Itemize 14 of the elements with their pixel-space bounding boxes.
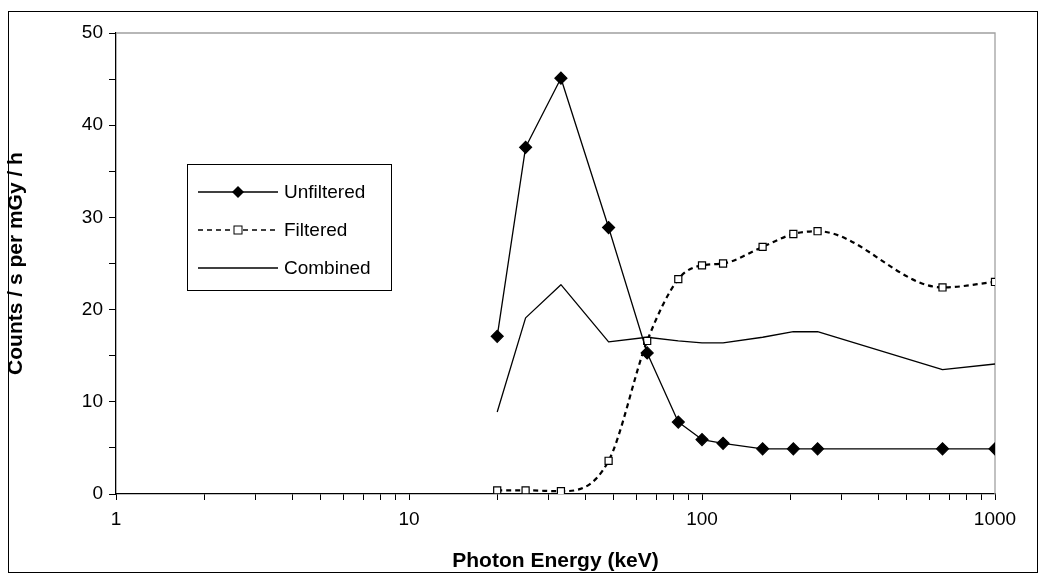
y-tick-label: 10 <box>81 390 103 412</box>
legend-label: Filtered <box>284 219 348 241</box>
x-tick-label: 1 <box>110 507 122 529</box>
y-tick-label: 40 <box>81 113 103 135</box>
x-axis-title: Photon Energy (keV) <box>452 548 659 572</box>
x-tick-label: 10 <box>398 507 420 529</box>
x-tick-label: 100 <box>686 507 718 529</box>
y-tick-label: 0 <box>92 482 103 504</box>
legend-label: Unfiltered <box>284 181 366 203</box>
x-tick-label: 1000 <box>973 507 1017 529</box>
y-tick-label: 20 <box>81 297 103 319</box>
y-tick-label: 50 <box>81 21 103 43</box>
legend-label: Combined <box>284 257 371 279</box>
y-tick-label: 30 <box>81 205 103 227</box>
